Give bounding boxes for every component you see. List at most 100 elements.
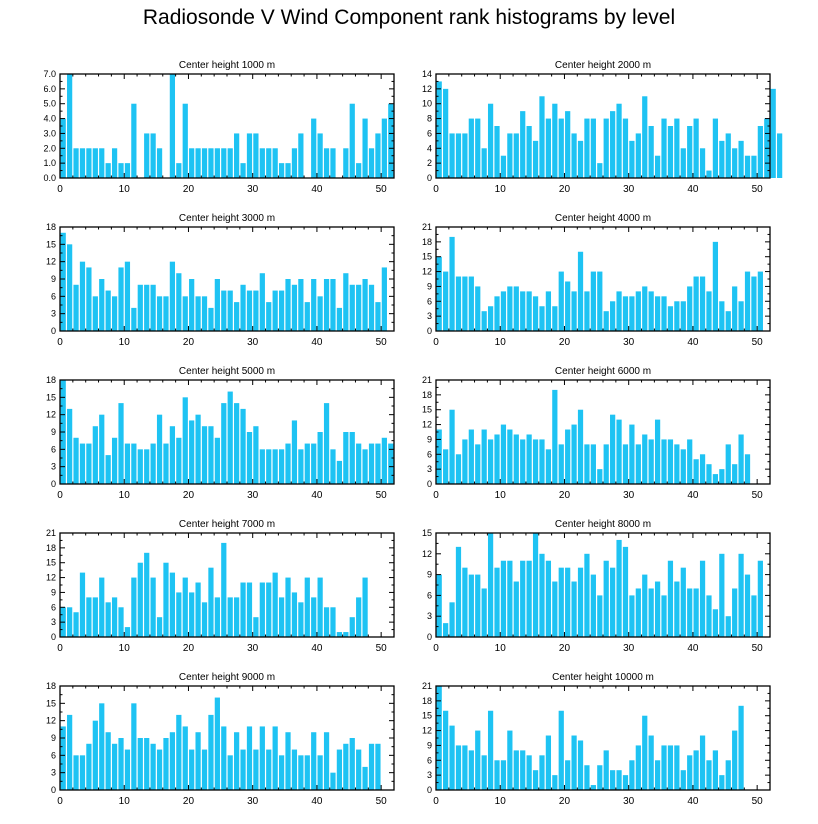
bar [507,133,513,178]
bar [532,296,539,331]
bar [481,588,487,637]
x-tick-label: 20 [559,337,571,348]
bar [227,290,233,331]
bar [680,567,686,637]
bar [317,296,323,331]
bar [349,284,355,331]
bar [259,273,265,331]
bar [455,133,462,178]
bar [610,770,616,790]
bar [381,118,387,178]
bar [124,443,131,484]
bar [674,745,680,790]
bar [603,750,609,790]
bar [449,725,455,790]
y-tick-label: 6 [427,590,432,600]
y-tick-label: 21 [46,528,56,538]
bar [323,279,330,331]
bar [565,429,571,484]
bar [111,437,118,484]
bar [635,291,641,331]
bar [494,434,500,484]
bar [111,597,118,637]
bar [131,577,137,637]
bar [577,140,584,178]
bar [725,444,731,484]
bar [693,588,699,637]
x-tick-label: 50 [752,337,764,348]
bar [629,424,635,484]
y-tick-label: 18 [46,375,56,385]
x-tick-label: 10 [119,337,131,348]
bar [513,286,519,331]
x-tick-label: 0 [433,337,439,348]
bar [208,307,214,331]
bar [253,133,259,178]
bar [622,546,629,637]
bar [169,74,176,178]
bar [513,133,519,178]
x-tick-label: 0 [57,643,63,654]
y-tick-label: 15 [46,558,56,568]
bar [526,755,532,790]
bar [616,539,622,637]
bar [388,443,394,484]
bar [240,284,246,331]
bar [356,163,362,178]
bar [195,414,201,484]
bar [304,577,310,637]
bar [73,437,79,484]
bar [558,710,564,790]
y-tick-label: 9 [51,733,56,743]
bar [73,612,79,637]
bar [712,609,719,637]
bar [500,560,507,637]
bar [462,133,468,178]
bar [105,290,111,331]
bar [195,582,201,637]
bar [667,560,674,637]
bar [699,148,706,178]
bar [680,301,686,331]
panel-2: Center height 2000 m 0 10 20 30 40 50 0 2 4 6 8 10 12… [422,60,783,195]
bar [330,148,336,178]
y-tick-label: 18 [422,696,432,706]
x-tick-label: 30 [623,796,635,807]
bar [687,588,693,637]
y-tick-label: 18 [422,390,432,400]
x-tick-label: 40 [311,643,323,654]
bar [381,437,387,484]
bar [757,271,763,331]
bar [732,148,738,178]
bar [680,148,686,178]
bar [246,432,253,484]
bar [317,755,323,790]
bar [545,118,552,178]
bar [253,290,259,331]
bar [571,581,577,637]
bar [590,271,596,331]
bar [266,449,272,484]
bar [336,460,343,484]
panel-title: Center height 1000 m [179,60,275,71]
bar [266,582,272,637]
bar [336,632,343,637]
bar [674,444,680,484]
bar [622,296,629,331]
bar [221,290,227,331]
bar [343,273,349,331]
bar [259,726,265,790]
x-tick-label: 20 [559,796,571,807]
bar [73,284,79,331]
y-tick-label: 9 [51,274,56,284]
bar [189,420,195,484]
bar [323,732,330,790]
x-tick-label: 20 [183,643,195,654]
bar [552,306,558,331]
y-tick-label: 18 [46,222,56,232]
bar [118,267,124,331]
bar [79,755,86,790]
bar [699,560,706,637]
y-tick-label: 0 [51,785,56,795]
bar [597,469,603,484]
